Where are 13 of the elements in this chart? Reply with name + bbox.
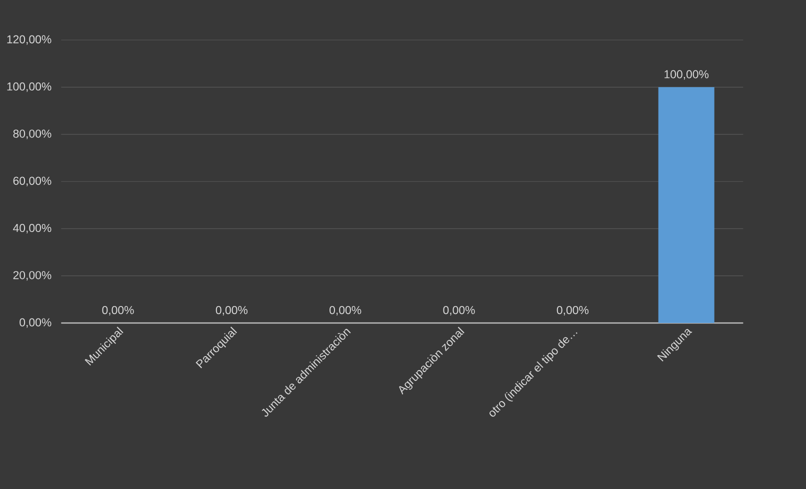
data-label: 0,00% — [330, 306, 362, 316]
y-tick-label: 40,00% — [13, 224, 52, 234]
y-tick-label: 100,00% — [7, 82, 52, 92]
data-label: 0,00% — [102, 306, 134, 316]
data-label: 0,00% — [443, 306, 475, 316]
y-tick-label: 120,00% — [7, 35, 52, 45]
data-label: 0,00% — [556, 306, 588, 316]
y-tick-label: 20,00% — [13, 271, 52, 281]
data-label: 0,00% — [216, 306, 248, 316]
y-tick-label: 60,00% — [13, 176, 52, 186]
data-label: 100,00% — [664, 70, 709, 80]
y-tick-label: 80,00% — [13, 130, 52, 140]
y-tick-label: 0,00% — [20, 318, 52, 328]
